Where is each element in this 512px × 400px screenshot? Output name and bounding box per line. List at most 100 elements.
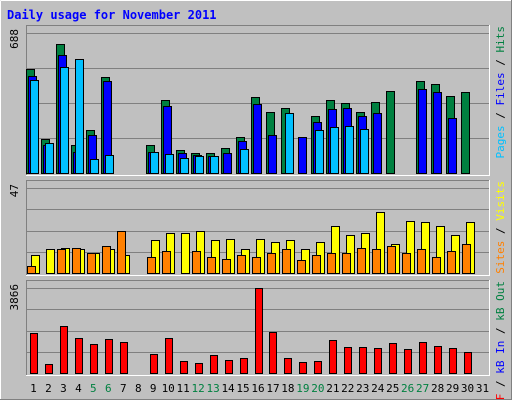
x-tick-label-day-1: 1 bbox=[30, 382, 37, 395]
x-tick-label-day-29: 29 bbox=[446, 382, 459, 395]
x-tick-label-day-7: 7 bbox=[120, 382, 127, 395]
bar-pages-day-15 bbox=[240, 149, 249, 174]
legend-entry: kB In bbox=[494, 341, 507, 374]
x-tick-label-day-20: 20 bbox=[311, 382, 324, 395]
bar-files-day-19 bbox=[298, 137, 307, 174]
legend-entry: / bbox=[494, 221, 507, 241]
bar-sites-day-1 bbox=[27, 266, 36, 274]
series-pages bbox=[30, 59, 369, 174]
bar-sites-day-22 bbox=[342, 253, 351, 274]
bar-sites-day-12 bbox=[192, 251, 201, 274]
bar-sites-day-13 bbox=[207, 257, 216, 274]
x-tick-label-day-18: 18 bbox=[281, 382, 294, 395]
y-axis-max-label: 688 bbox=[8, 29, 21, 49]
y-axis-max-label: 3866 bbox=[8, 284, 21, 311]
legend-entry: / bbox=[494, 106, 507, 126]
bar-kb-f-day-29 bbox=[449, 348, 457, 374]
x-tick-label-day-28: 28 bbox=[431, 382, 444, 395]
bar-pages-day-18 bbox=[285, 113, 294, 174]
legend-entry: / bbox=[494, 53, 507, 73]
bar-kb-f-day-22 bbox=[344, 347, 352, 374]
x-tick-label-day-8: 8 bbox=[135, 382, 142, 395]
bar-pages-day-6 bbox=[105, 155, 114, 174]
x-tick-label-day-23: 23 bbox=[356, 382, 369, 395]
bar-sites-day-21 bbox=[327, 253, 336, 274]
bar-kb-f-day-25 bbox=[389, 343, 397, 374]
x-tick-label-day-12: 12 bbox=[192, 382, 205, 395]
legend-entry: kB F bbox=[494, 394, 507, 400]
x-tick-label-day-5: 5 bbox=[90, 382, 97, 395]
x-tick-label-day-26: 26 bbox=[401, 382, 414, 395]
x-tick-label-day-6: 6 bbox=[105, 382, 112, 395]
panel-legend: Sites / Visits bbox=[494, 181, 507, 274]
bar-sites-day-4 bbox=[72, 248, 81, 274]
bar-pages-day-2 bbox=[45, 143, 54, 174]
chart-title: Daily usage for November 2011 bbox=[7, 8, 217, 22]
bar-kb-f-day-26 bbox=[404, 349, 412, 374]
bar-visits-day-11 bbox=[181, 233, 190, 274]
bar-kb-f-day-28 bbox=[434, 346, 442, 374]
panel-legend: kB F / kB In / kB Out bbox=[494, 281, 507, 400]
bar-files-day-24 bbox=[373, 113, 382, 174]
bar-sites-day-26 bbox=[402, 253, 411, 274]
bar-files-day-27 bbox=[418, 89, 427, 174]
legend-entry: / bbox=[494, 321, 507, 341]
panel-kbytes: 3866 kB F / kB In / kB Out bbox=[8, 280, 507, 400]
bar-pages-day-21 bbox=[330, 127, 339, 174]
bar-sites-day-14 bbox=[222, 259, 231, 274]
bar-sites-day-23 bbox=[357, 248, 366, 274]
bar-pages-day-10 bbox=[165, 154, 174, 174]
bar-sites-day-25 bbox=[387, 246, 396, 274]
x-tick-label-day-11: 11 bbox=[177, 382, 190, 395]
bar-sites-day-20 bbox=[312, 255, 321, 274]
x-tick-label-day-2: 2 bbox=[45, 382, 52, 395]
bar-kb-f-day-10 bbox=[165, 338, 173, 374]
bar-pages-day-20 bbox=[315, 130, 324, 174]
legend-entry: Sites bbox=[494, 241, 507, 274]
bar-kb-f-day-12 bbox=[195, 363, 203, 374]
bar-sites-day-15 bbox=[237, 255, 246, 274]
x-tick-label-day-17: 17 bbox=[266, 382, 279, 395]
bar-kb-f-day-30 bbox=[464, 352, 472, 374]
x-tick-label-day-16: 16 bbox=[251, 382, 264, 395]
bar-kb-f-day-24 bbox=[374, 348, 382, 374]
bar-files-day-16 bbox=[253, 104, 262, 174]
bar-files-day-29 bbox=[448, 118, 457, 174]
series-sites bbox=[27, 231, 471, 274]
bar-kb-f-day-11 bbox=[180, 361, 188, 374]
x-tick-label-day-10: 10 bbox=[162, 382, 175, 395]
bar-sites-day-29 bbox=[447, 251, 456, 274]
bar-kb-f-day-2 bbox=[45, 364, 53, 374]
bar-sites-day-17 bbox=[267, 253, 276, 274]
bar-pages-day-4 bbox=[75, 59, 84, 174]
bar-kb-f-day-7 bbox=[120, 342, 128, 374]
x-tick-label-day-9: 9 bbox=[150, 382, 157, 395]
bar-sites-day-18 bbox=[282, 249, 291, 274]
bar-pages-day-12 bbox=[195, 156, 204, 174]
bar-kb-f-day-20 bbox=[314, 361, 322, 374]
x-tick-label-day-15: 15 bbox=[236, 382, 249, 395]
x-tick-label-day-14: 14 bbox=[221, 382, 235, 395]
bar-kb-f-day-9 bbox=[150, 354, 158, 374]
x-tick-label-day-30: 30 bbox=[461, 382, 474, 395]
x-tick-label-day-27: 27 bbox=[416, 382, 429, 395]
bar-kb-f-day-6 bbox=[105, 339, 113, 374]
panel-hits: 688 Pages / Files / Hits bbox=[8, 25, 507, 176]
legend-entry: Files bbox=[494, 72, 507, 105]
legend-entry: Pages bbox=[494, 125, 507, 158]
bar-kb-f-day-23 bbox=[359, 347, 367, 374]
bar-sites-day-27 bbox=[417, 249, 426, 274]
x-tick-label-day-24: 24 bbox=[371, 382, 385, 395]
bar-kb-f-day-16 bbox=[255, 288, 263, 374]
bar-hits-day-30 bbox=[461, 92, 470, 174]
bar-kb-f-day-27 bbox=[419, 342, 427, 374]
legend-entry: Visits bbox=[494, 181, 507, 221]
bar-sites-day-16 bbox=[252, 257, 261, 274]
bar-kb-f-day-4 bbox=[75, 338, 83, 374]
bar-kb-f-day-14 bbox=[225, 360, 233, 374]
bar-kb-f-day-17 bbox=[269, 332, 277, 374]
bar-sites-day-10 bbox=[162, 251, 171, 274]
